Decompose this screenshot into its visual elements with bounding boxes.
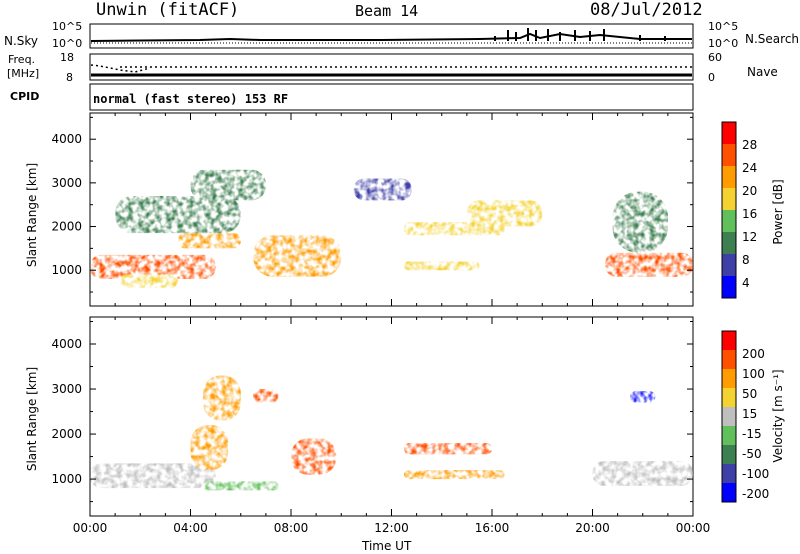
velocity-tick-m15: -15 [742, 427, 762, 441]
velocity-colorbar-swatch [722, 464, 736, 483]
velocity-tick-m100: -100 [742, 467, 770, 481]
velocity-colorbar-swatch [722, 407, 736, 426]
x-tick-label: 20:00 [575, 521, 610, 535]
noise-right-label: N.Search [745, 32, 800, 46]
noise-left-tick-bottom: 10^0 [52, 37, 83, 50]
velocity-echo [90, 463, 216, 489]
x-axis-label: Time UT [362, 539, 412, 553]
velocity-tick-100: 100 [742, 367, 765, 381]
velocity-colorbar-swatch [722, 350, 736, 369]
station-title: Unwin (fitACF) [96, 0, 240, 20]
freq-right-tick-top: 60 [708, 51, 722, 64]
power-tick-4: 4 [742, 276, 750, 290]
power-echo [120, 274, 178, 288]
noise-left-tick-top: 10^5 [52, 20, 83, 33]
velocity-echo [203, 481, 279, 491]
velocity-tick-m200: -200 [742, 487, 770, 501]
freq-label-line2: [MHz] [7, 67, 40, 80]
freq-right-label: Nave [747, 65, 778, 79]
power-echo [253, 235, 342, 277]
power-tick-8: 8 [742, 253, 750, 267]
y-tick-label: 1000 [51, 472, 82, 486]
velocity-echo [592, 461, 693, 486]
velocity-tick-m50: -50 [742, 447, 762, 461]
power-colorbar-swatch [722, 232, 736, 254]
freq-left-tick-bottom: 8 [66, 71, 73, 84]
velocity-colorbar-swatch [722, 369, 736, 388]
x-tick-label: 04:00 [173, 521, 208, 535]
power-echo [466, 200, 543, 227]
x-tick-label: 08:00 [274, 521, 309, 535]
cpid-mode: normal (fast stereo) 153 RF [93, 92, 289, 106]
y-tick-label: 4000 [51, 132, 82, 146]
velocity-colorbar-swatch [722, 388, 736, 407]
velocity-colorbar-swatch [722, 445, 736, 464]
velocity-tick-50: 50 [742, 387, 758, 401]
y-tick-label: 2000 [51, 427, 82, 441]
velocity-echo [190, 425, 229, 471]
velocity-echo [291, 438, 337, 475]
power-colorbar-swatch [722, 210, 736, 232]
velocity-colorbar-frame [721, 330, 737, 503]
power-tick-24: 24 [742, 161, 758, 175]
velocity-echo [404, 470, 505, 480]
y-tick-label: 2000 [51, 220, 82, 234]
power-colorbar-swatch [722, 144, 736, 166]
noise-right-tick-top: 10^5 [708, 20, 739, 33]
freq-label-line1: Freq. [8, 53, 36, 66]
x-tick-label: 00:00 [676, 521, 711, 535]
velocity-colorbar-swatch [722, 331, 736, 350]
x-tick-label: 12:00 [374, 521, 409, 535]
velocity-echo [404, 443, 492, 455]
noise-sky-trace [90, 32, 692, 42]
power-tick-16: 16 [742, 207, 758, 221]
power-tick-28: 28 [742, 138, 758, 152]
power-echo [605, 252, 693, 277]
velocity-echo [630, 391, 656, 403]
y-tick-label: 1000 [51, 263, 82, 277]
freq-left-tick-top: 18 [60, 51, 74, 64]
velocity-echo [253, 389, 279, 403]
power-echo [90, 254, 216, 279]
power-echo [612, 191, 668, 253]
velocity-colorbar-swatch [722, 483, 736, 502]
power-colorbar-swatch [722, 122, 736, 144]
date-title: 08/Jul/2012 [590, 0, 703, 20]
power-tick-12: 12 [742, 230, 758, 244]
velocity-tick-200: 200 [742, 347, 765, 361]
power-echo [353, 178, 412, 201]
x-tick-label: 16:00 [475, 521, 510, 535]
freq-right-tick-bottom: 0 [708, 71, 715, 84]
power-colorbar-frame [721, 121, 737, 299]
power-echo [115, 195, 241, 234]
power-tick-20: 20 [742, 184, 758, 198]
power-colorbar-swatch [722, 276, 736, 298]
noise-left-label: N.Sky [4, 34, 39, 48]
power-echo [404, 261, 480, 271]
power-colorbar-swatch [722, 188, 736, 210]
noise-search-spikes [494, 28, 666, 41]
power-colorbar-swatch [722, 166, 736, 188]
velocity-colorbar-swatch [722, 426, 736, 445]
cpid-panel-frame [89, 83, 694, 111]
cpid-label: CPID [10, 90, 40, 103]
beam-title: Beam 14 [355, 2, 419, 20]
velocity-echo [203, 375, 241, 421]
x-tick-label: 00:00 [73, 521, 108, 535]
freq-panel-frame [89, 53, 694, 81]
power-echo [177, 233, 241, 249]
power-echo [190, 169, 266, 201]
y-tick-label: 3000 [51, 382, 82, 396]
velocity-tick-15: 15 [742, 407, 758, 421]
y-tick-label: 3000 [51, 176, 82, 190]
power-colorbar-swatch [722, 254, 736, 276]
noise-right-tick-bottom: 10^0 [708, 37, 739, 50]
y-tick-label: 4000 [51, 337, 82, 351]
noise-panel-frame [89, 23, 694, 49]
